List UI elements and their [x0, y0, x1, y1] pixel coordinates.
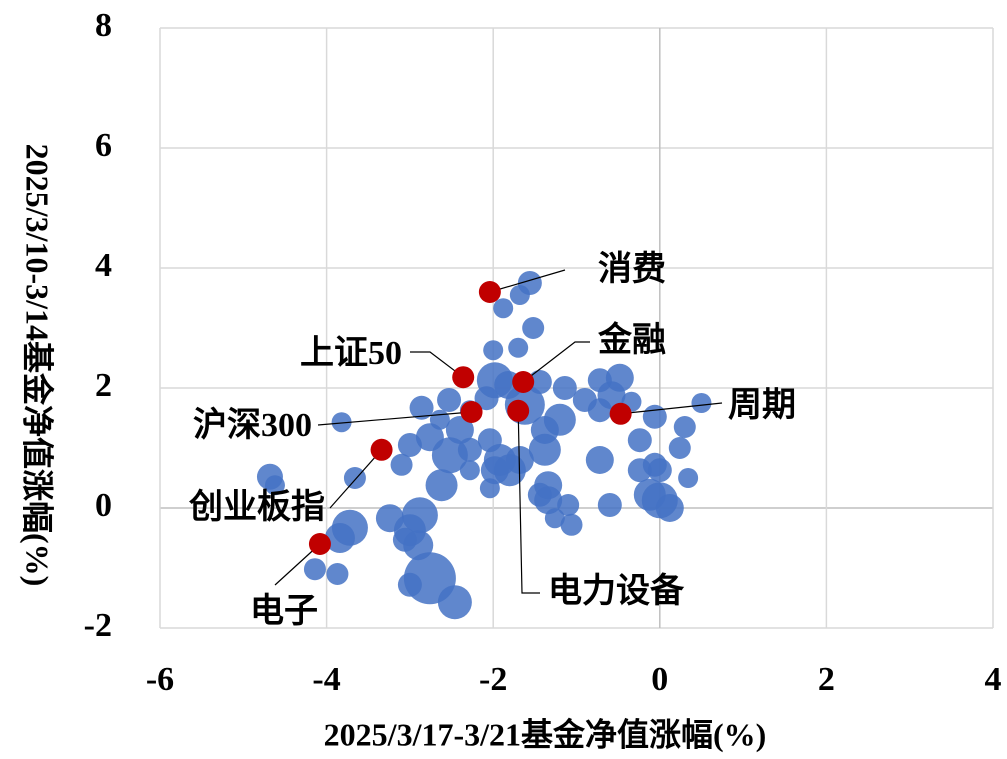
bubble: [474, 386, 499, 411]
y-tick-label: 8: [95, 7, 112, 44]
x-axis-label: 2025/3/17-3/21基金净值涨幅(%): [324, 716, 767, 752]
bubble: [401, 497, 438, 534]
highlight-point: [460, 401, 483, 423]
annotation: 沪深300: [193, 406, 312, 444]
bubble: [483, 340, 504, 361]
highlight-point: [308, 533, 331, 555]
x-tick-label: 0: [651, 661, 668, 698]
bubble: [534, 471, 563, 500]
y-tick-label: 2: [95, 367, 112, 404]
annotation: 周期: [728, 387, 796, 424]
bubble: [557, 494, 580, 516]
bubble: [264, 475, 285, 496]
bubble: [668, 437, 691, 459]
bubble: [459, 460, 480, 481]
bubble: [437, 388, 462, 412]
bubble: [597, 493, 622, 517]
bubble: [552, 376, 577, 400]
y-axis-label: 2025/3/10-3/14基金净值涨幅(%): [20, 144, 56, 587]
leader-line: [489, 269, 566, 293]
highlight-point: [609, 402, 632, 425]
bubble: [445, 416, 474, 444]
leader-line: [517, 410, 540, 594]
bubble: [678, 468, 699, 488]
bubble: [343, 467, 366, 489]
bubble: [508, 337, 529, 358]
bubble: [331, 412, 352, 433]
annotation: 电力设备: [548, 572, 685, 610]
highlight-point: [452, 366, 475, 389]
bubble: [493, 298, 514, 319]
highlight-point: [507, 399, 530, 422]
bubble: [425, 469, 458, 502]
y-tick-label: 0: [95, 487, 112, 524]
y-tick-label: 6: [95, 127, 112, 164]
highlight-point: [512, 371, 535, 393]
annotation: 电子: [250, 592, 318, 630]
bubble: [509, 285, 530, 305]
x-tick-label: 2: [818, 661, 835, 698]
x-tick-label: 4: [985, 661, 1002, 698]
leader-line: [410, 351, 464, 378]
bubble: [585, 446, 614, 474]
bubble: [303, 558, 326, 581]
bubble: [397, 433, 422, 457]
bubble: [655, 494, 684, 522]
bubble: [522, 317, 545, 339]
x-tick-label: -2: [479, 661, 507, 698]
bubble: [457, 437, 482, 462]
bubble: [627, 428, 652, 453]
bubble: [409, 395, 434, 420]
annotation: 金融: [597, 320, 666, 359]
bubble: [560, 513, 583, 536]
leader-line: [329, 449, 383, 509]
leader-line: [620, 402, 723, 415]
bubble: [647, 458, 672, 483]
bubble: [528, 433, 561, 466]
bubble: [605, 363, 634, 392]
y-tick-label: -2: [84, 607, 112, 644]
bubble: [691, 393, 712, 413]
bubble: [587, 398, 612, 423]
x-tick-label: -4: [312, 661, 340, 698]
annotation: 上证50: [300, 334, 402, 372]
highlight-point: [478, 281, 501, 303]
x-tick-label: -6: [146, 661, 174, 698]
leader-line: [317, 411, 472, 426]
bubble: [544, 508, 565, 529]
y-tick-label: 4: [95, 247, 112, 284]
bubble: [397, 572, 422, 597]
bubble: [437, 585, 472, 620]
bubble: [479, 478, 500, 499]
bubble: [627, 458, 652, 483]
highlight-point: [370, 438, 393, 461]
leader-line: [522, 341, 590, 383]
bubble: [673, 416, 696, 438]
bubble: [587, 368, 612, 393]
annotation: 消费: [598, 250, 666, 288]
bubble: [390, 453, 413, 476]
annotation: 创业板指: [188, 488, 325, 526]
bubble: [324, 523, 355, 553]
bubble: [642, 404, 667, 429]
bubble: [326, 563, 349, 585]
bubble: [493, 454, 526, 487]
